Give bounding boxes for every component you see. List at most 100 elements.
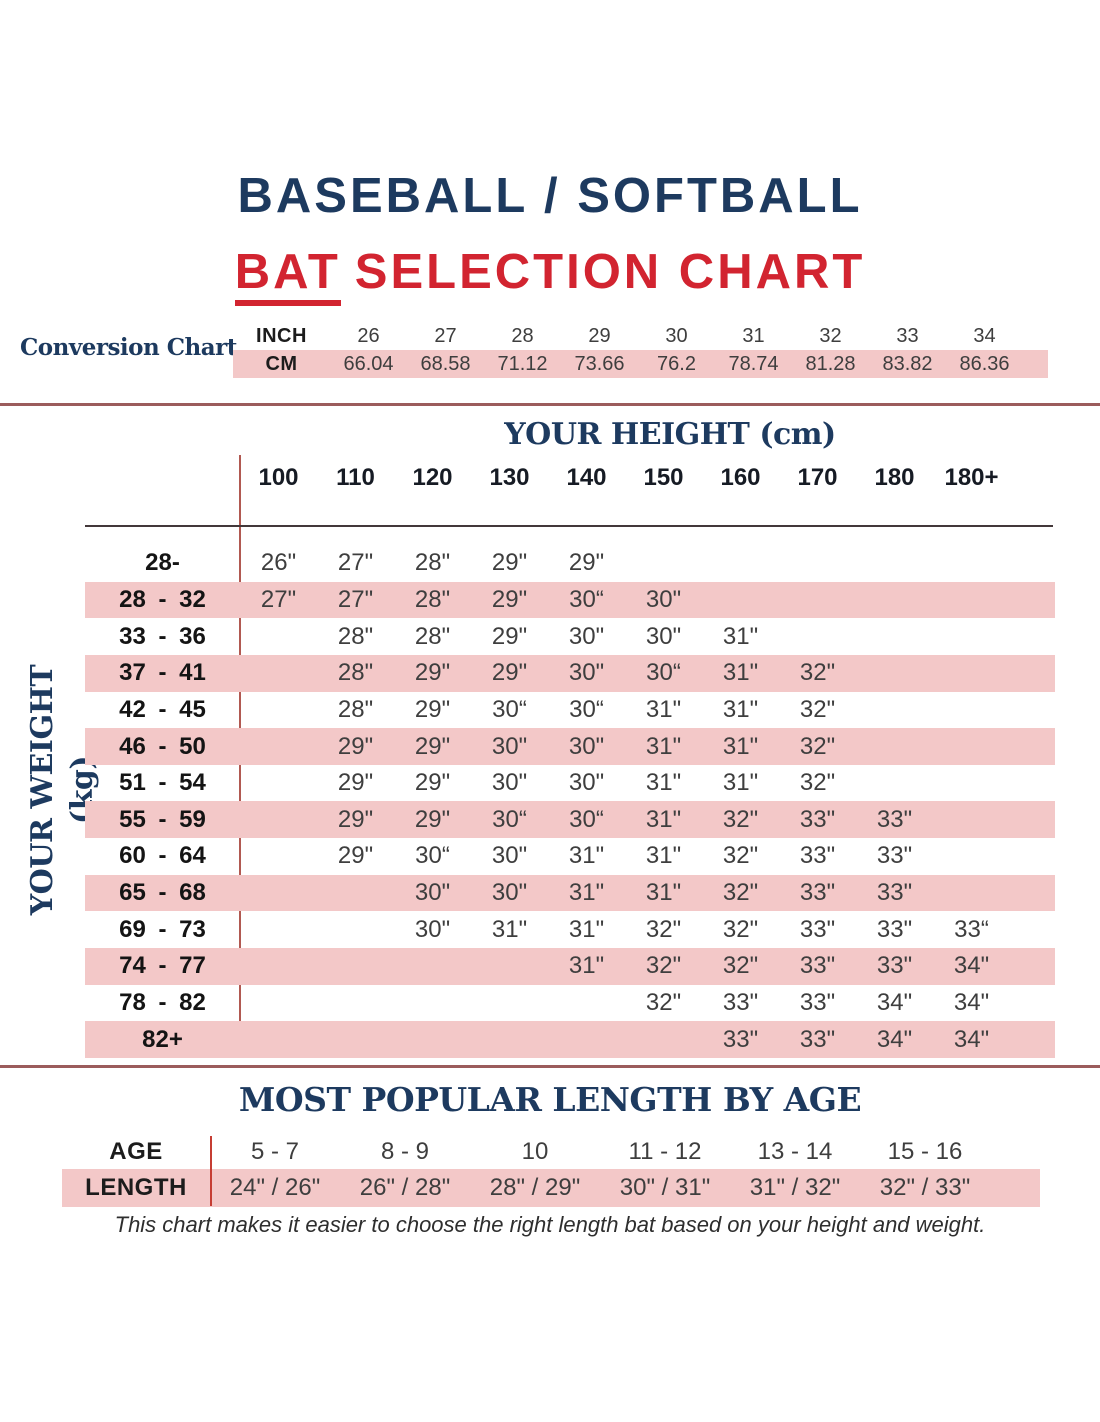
height-column-header: 150 xyxy=(643,464,684,491)
bat-length-cell: 30" xyxy=(645,585,682,613)
bat-length-cell: 31" xyxy=(568,842,605,870)
bat-length-cell: 31" xyxy=(722,769,759,797)
bat-length-cell: 31" xyxy=(491,915,528,943)
table-row: 74 - 77 31" 32" 32" 33" 33" 34" xyxy=(85,948,1055,985)
bat-length-cell: 31" xyxy=(645,732,682,760)
bat-length-cell: 29" xyxy=(414,659,451,687)
bat-length-cell: 31" xyxy=(722,732,759,760)
bat-length-cell: 34" xyxy=(876,989,913,1016)
weight-range-label: 55 - 59 xyxy=(119,805,206,833)
length-row-label: LENGTH xyxy=(85,1174,187,1201)
age-range-cell: 8 - 9 xyxy=(380,1137,430,1165)
bat-length-cell: 33" xyxy=(799,879,836,907)
table-row: 33 - 36 28" 28" 29" 30" 30" 31" xyxy=(85,618,1055,655)
cm-value-cell: 76.2 xyxy=(657,352,696,375)
table-row: 69 - 73 30" 31" 31" 32" 32" 33" 33" 33“ xyxy=(85,911,1055,948)
bat-length-cell: 34" xyxy=(953,989,990,1016)
weight-range-label: 82+ xyxy=(142,1025,183,1053)
bat-length-cell: 29" xyxy=(337,732,374,760)
conversion-inch-row: INCH 26 27 28 29 30 31 32 33 34 xyxy=(233,322,1048,350)
bat-length-cell: 30" xyxy=(568,622,605,650)
inch-value-cell: 27 xyxy=(434,324,457,347)
bat-length-cell: 30" xyxy=(568,732,605,760)
section-divider-top xyxy=(0,403,1100,406)
bat-length-cell: 33" xyxy=(876,879,913,907)
bat-length-cell: 31" xyxy=(568,915,605,943)
bat-length-cell: 32" xyxy=(722,952,759,980)
cm-value-cell: 81.28 xyxy=(805,352,856,375)
bat-length-cell: 32" xyxy=(799,695,836,723)
height-column-header: 110 xyxy=(336,464,375,491)
table-row: 28- 26" 27" 28" 29" 29" xyxy=(85,545,1055,582)
inch-value-cell: 26 xyxy=(357,324,380,347)
weight-range-label: 65 - 68 xyxy=(119,879,206,907)
bat-length-cell: 31" xyxy=(645,769,682,797)
bat-length-cell: 32" xyxy=(645,952,682,980)
bat-length-cell: 30" xyxy=(568,769,605,797)
height-columns-header-row: 100 110 120 130 140 150 160 170 180 180+ xyxy=(85,464,1055,492)
weight-range-label: 37 - 41 xyxy=(119,659,206,687)
conversion-chart-label: Conversion Chart xyxy=(20,334,237,361)
bat-length-cell: 30" xyxy=(568,659,605,687)
length-range-cell: 32" / 33" xyxy=(879,1174,971,1201)
bat-length-cell: 30“ xyxy=(569,805,604,833)
table-row: 55 - 59 29" 29" 30“ 30“ 31" 32" 33" 33" xyxy=(85,801,1055,839)
bat-length-cell: 29" xyxy=(491,549,528,577)
bat-length-cell: 30" xyxy=(491,879,528,907)
cm-value-cell: 78.74 xyxy=(728,352,779,375)
bat-length-cell: 34" xyxy=(953,1025,990,1053)
height-column-header: 130 xyxy=(489,464,530,491)
bat-length-cell: 32" xyxy=(722,879,759,907)
bat-length-cell: 29" xyxy=(337,805,374,833)
weight-range-label: 74 - 77 xyxy=(119,952,206,980)
bat-length-cell: 33" xyxy=(799,989,836,1016)
length-range-cell: 24" / 26" xyxy=(229,1174,321,1201)
bat-length-cell: 29" xyxy=(491,622,528,650)
length-range-cell: 31" / 32" xyxy=(749,1174,841,1201)
age-length-table: AGE 5 - 7 8 - 9 10 11 - 12 13 - 14 15 - 16 LEN… xyxy=(62,1134,1040,1207)
height-column-header: 140 xyxy=(566,464,607,491)
bat-length-cell: 31" xyxy=(645,842,682,870)
bat-length-cell: 33" xyxy=(876,915,913,943)
bat-length-cell: 27" xyxy=(337,585,374,613)
bat-length-cell: 31" xyxy=(568,952,605,980)
table-row: 51 - 54 29" 29" 30" 30" 31" 31" 32" xyxy=(85,765,1055,802)
cm-value-cell: 71.12 xyxy=(497,352,548,375)
height-axis-title: YOUR HEIGHT (cm) xyxy=(504,417,836,452)
header-spacer xyxy=(85,464,240,492)
page-title-line2-rest: SELECTION CHART xyxy=(354,245,866,299)
cm-value-cell: 73.66 xyxy=(574,352,625,375)
bat-length-cell: 30" xyxy=(645,622,682,650)
height-column-header: 180+ xyxy=(944,464,999,491)
age-section-title: MOST POPULAR LENGTH BY AGE xyxy=(238,1080,862,1119)
bat-length-cell: 31" xyxy=(568,879,605,907)
bat-length-cell: 28" xyxy=(337,659,374,687)
bat-length-cell: 31" xyxy=(645,805,682,833)
page-title-line1: BASEBALL / SOFTBALL xyxy=(237,169,863,223)
page-title-line2: BAT SELECTION CHART xyxy=(0,244,1100,306)
bat-length-cell: 30“ xyxy=(492,695,527,723)
bat-length-cell: 29" xyxy=(568,549,605,577)
page-title-underlined-word: BAT xyxy=(234,245,341,306)
bat-length-cell: 32" xyxy=(722,842,759,870)
cm-value-cell: 83.82 xyxy=(882,352,933,375)
bat-length-cell: 33" xyxy=(799,1025,836,1053)
bat-length-cell: 26" xyxy=(260,549,297,577)
bat-length-cell: 32" xyxy=(645,915,682,943)
section-divider-bottom xyxy=(0,1065,1100,1068)
bat-length-cell: 30" xyxy=(414,915,451,943)
bat-length-cell: 28" xyxy=(337,695,374,723)
footer-note: This chart makes it easier to choose the… xyxy=(114,1212,986,1237)
bat-length-cell: 30“ xyxy=(415,842,450,870)
conversion-chart-table: INCH 26 27 28 29 30 31 32 33 34 CM 66.04 68.58 71.12… xyxy=(233,322,1048,378)
bat-length-cell: 32" xyxy=(645,989,682,1016)
bat-length-cell: 33" xyxy=(799,842,836,870)
bat-length-cell: 28" xyxy=(337,622,374,650)
bat-length-cell: 29" xyxy=(337,769,374,797)
bat-length-cell: 29" xyxy=(491,585,528,613)
bat-length-cell: 30" xyxy=(414,879,451,907)
table-row: 46 - 50 29" 29" 30" 30" 31" 31" 32" xyxy=(85,728,1055,765)
bat-length-cell: 29" xyxy=(414,805,451,833)
height-column-header: 100 xyxy=(258,464,299,491)
bat-length-cell: 30“ xyxy=(569,585,604,613)
